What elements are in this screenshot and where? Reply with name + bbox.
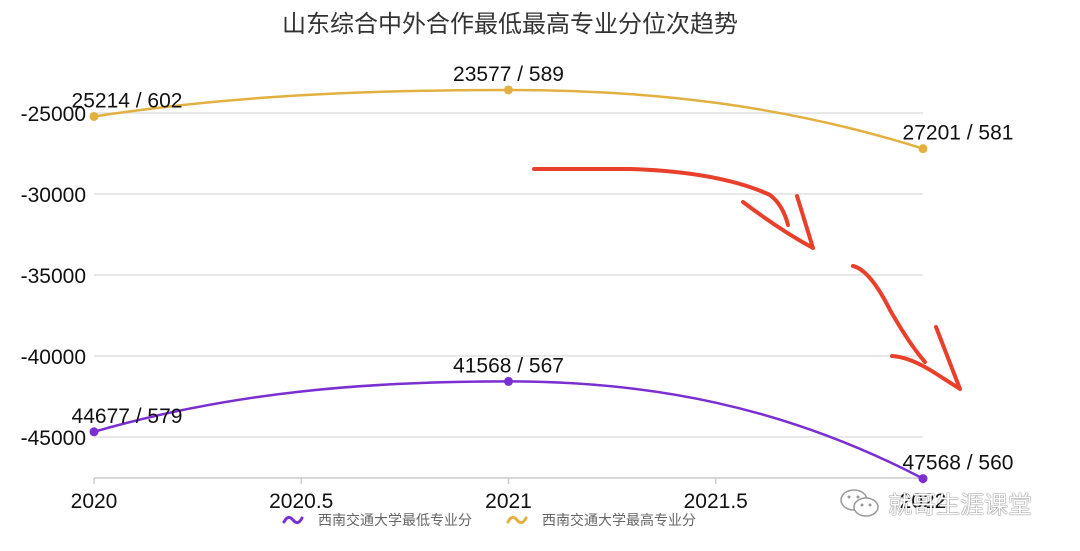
chart-legend: 西南交通大学最低专业分 西南交通大学最高专业分 [282, 510, 696, 530]
wave-icon [282, 515, 304, 525]
red-arrow-annotation [532, 167, 962, 391]
watermark-text: 就哥生涯课堂 [888, 491, 1032, 519]
x-tick-label: 2020 [71, 490, 118, 513]
x-tick-label: 2020.5 [269, 490, 333, 513]
y-tick-label: -35000 [21, 265, 86, 288]
y-tick-label: -30000 [21, 184, 86, 207]
data-point[interactable] [918, 474, 928, 484]
data-point-label: 25214 / 602 [72, 89, 183, 112]
data-point[interactable] [89, 427, 99, 437]
data-point-label: 44677 / 579 [72, 405, 183, 428]
wechat-icon [840, 488, 879, 517]
series-line-0 [93, 380, 924, 480]
legend-label: 西南交通大学最低专业分 [318, 513, 472, 529]
series-line-1 [93, 88, 924, 150]
x-tick-label: 2021.5 [684, 490, 748, 513]
y-tick-label: -25000 [21, 103, 86, 126]
data-point-label: 47568 / 560 [903, 452, 1014, 475]
x-axis: 2020 2020.5 2021 2021.5 2022 [71, 477, 947, 513]
chart-title: 山东综合中外合作最低最高专业分位次趋势 [282, 10, 738, 38]
wave-icon [506, 515, 528, 525]
legend-label: 西南交通大学最高专业分 [542, 513, 696, 529]
data-point-label: 23577 / 589 [453, 63, 564, 86]
data-point-label: 27201 / 581 [903, 122, 1014, 145]
y-tick-label: -45000 [21, 427, 86, 450]
x-tick-label: 2021 [485, 490, 532, 513]
y-tick-label: -40000 [21, 346, 86, 369]
watermark: 就哥生涯课堂 [838, 485, 1032, 520]
data-point[interactable] [504, 376, 513, 386]
point-labels: 44677 / 579 41568 / 567 47568 / 560 25214 /… [72, 63, 1014, 475]
series-lines [89, 85, 928, 484]
data-point-label: 41568 / 567 [453, 354, 564, 377]
y-axis-ticks: -25000 -30000 -35000 -40000 -45000 [21, 103, 86, 450]
legend-item-lowest[interactable]: 西南交通大学最低专业分 [282, 510, 472, 530]
legend-item-highest[interactable]: 西南交通大学最高专业分 [506, 510, 696, 530]
data-point[interactable] [918, 144, 928, 154]
data-point[interactable] [89, 111, 99, 121]
gridlines [94, 112, 923, 438]
x-tick-label: 2022 [900, 490, 947, 513]
data-point[interactable] [504, 85, 513, 95]
